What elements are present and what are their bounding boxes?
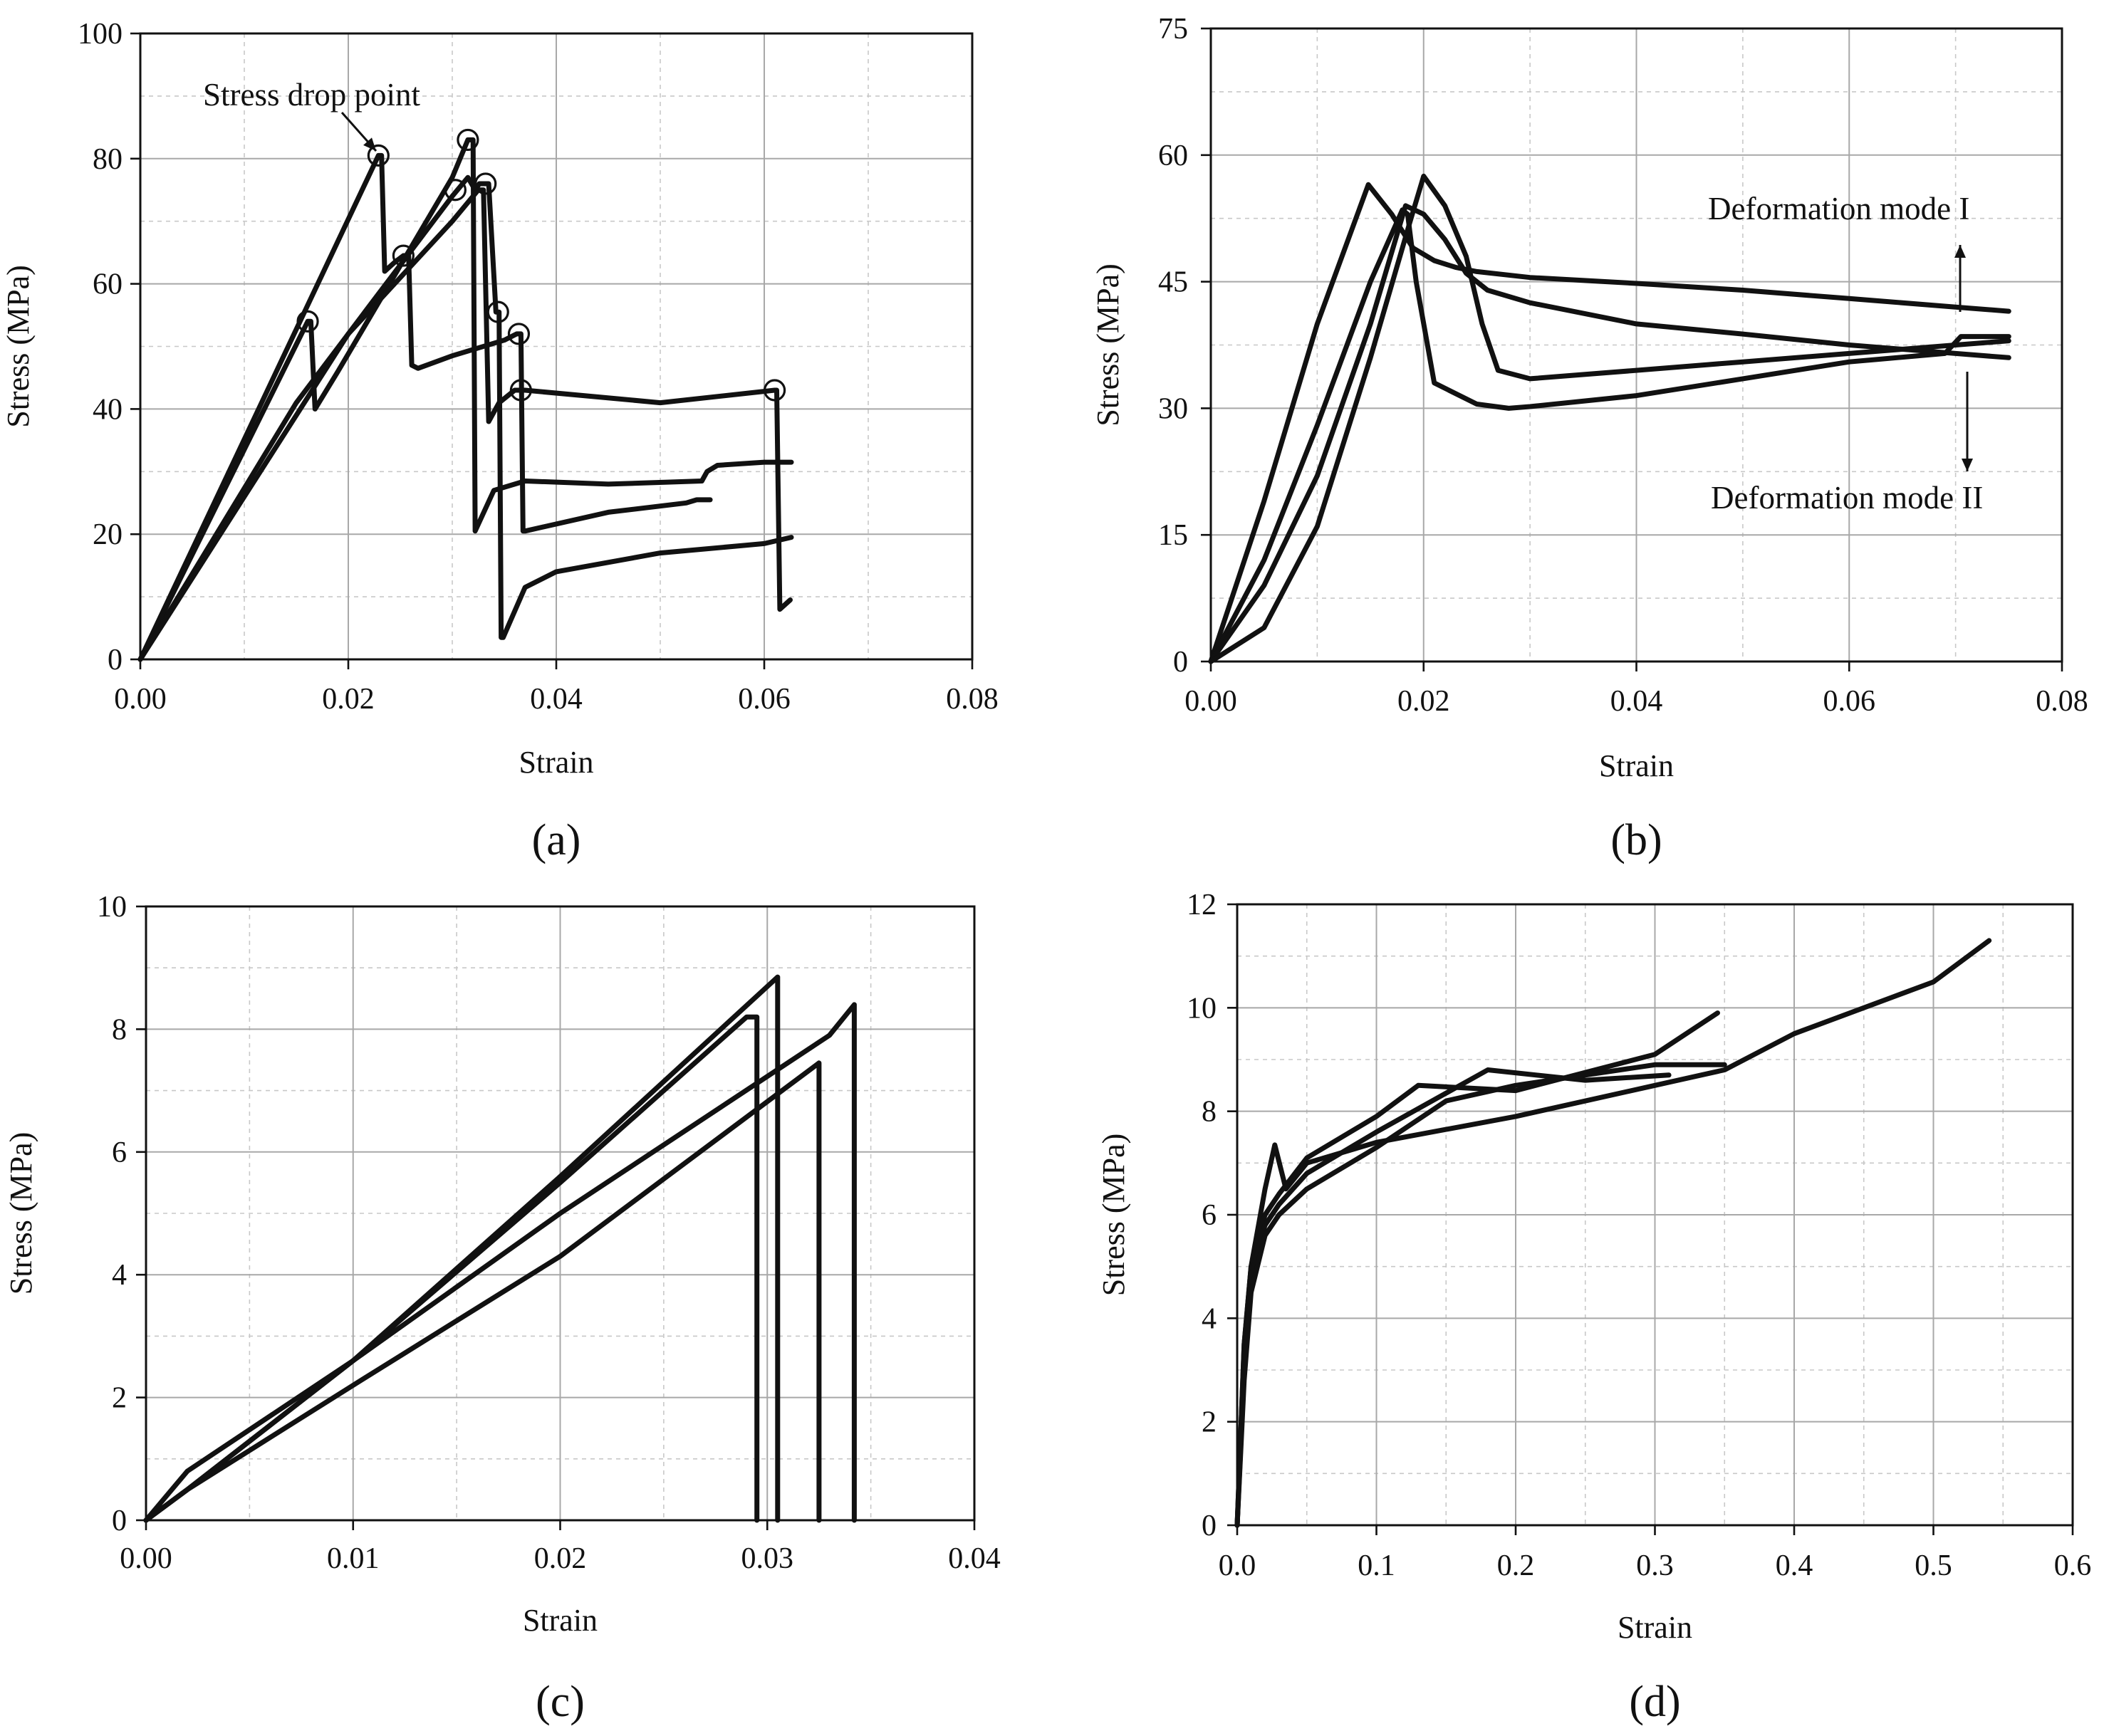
panel-c: 0.00 0.01 0.02 0.03 0.04 0 2 4 6 8 10 Strain Stress … — [4, 891, 1001, 1726]
y-tick-label: 10 — [97, 891, 127, 924]
y-tick-label: 8 — [112, 1013, 127, 1046]
stress-drop-marker — [392, 244, 415, 267]
annotation-text: Deformation mode I — [1708, 191, 1969, 226]
y-tick-label: 0 — [1173, 646, 1188, 679]
series-line-4 — [137, 187, 793, 662]
y-tick-label: 100 — [78, 18, 123, 51]
y-tick-label: 10 — [1187, 992, 1217, 1025]
x-tick-label: 0.00 — [1184, 685, 1237, 718]
x-tick-label: 0.06 — [1823, 685, 1876, 718]
y-tick-label: 75 — [1158, 13, 1188, 46]
x-tick-label: 0.00 — [120, 1542, 172, 1575]
y-tick-label: 0 — [1202, 1510, 1217, 1542]
series-line-1 — [1208, 182, 2011, 664]
series-line-4 — [1234, 1062, 1727, 1528]
series-line-3 — [1208, 203, 2011, 664]
x-tick-label: 0.03 — [741, 1542, 794, 1575]
x-axis-label: Strain — [519, 745, 593, 780]
y-tick-label: 12 — [1187, 889, 1217, 921]
y-tick-label: 2 — [1202, 1406, 1217, 1439]
y-tick-label: 80 — [93, 143, 123, 176]
x-tick-label: 0.5 — [1915, 1549, 1952, 1582]
x-tick-label: 0.06 — [738, 683, 791, 716]
x-tick-label: 0.02 — [322, 683, 375, 716]
x-tick-label: 0.02 — [1397, 685, 1450, 718]
stress-drop-marker — [296, 310, 319, 333]
arrowhead-icon — [1962, 459, 1973, 471]
x-tick-label: 0.08 — [2036, 685, 2088, 718]
panel-label: (c) — [536, 1678, 585, 1726]
series-line-3 — [143, 1002, 857, 1523]
panel-d: 0.0 0.1 0.2 0.3 0.4 0.5 0.6 0 2 4 6 8 10 12 Strain Stre… — [1096, 889, 2091, 1726]
stress-drop-marker — [507, 323, 531, 345]
stress-drop-marker — [763, 379, 786, 402]
panel-label: (a) — [532, 816, 581, 864]
arrowhead-icon — [1954, 245, 1966, 258]
x-tick-label: 0.08 — [946, 683, 999, 716]
y-tick-label: 60 — [93, 268, 123, 301]
series-line-4 — [143, 1060, 822, 1523]
series-line-1 — [1234, 938, 1992, 1528]
series-line-1 — [137, 152, 713, 662]
y-tick-label: 30 — [1158, 392, 1188, 425]
y-tick-label: 60 — [1158, 140, 1188, 172]
y-tick-label: 4 — [112, 1259, 127, 1292]
x-axis-label: Strain — [523, 1603, 598, 1638]
panel-b: 0.00 0.02 0.04 0.06 0.08 0 15 30 45 60 75 Strain Str… — [1090, 13, 2088, 864]
x-tick-label: 0.01 — [327, 1542, 380, 1575]
y-tick-label: 0 — [108, 644, 123, 676]
y-axis-label: Stress (MPa) — [1, 265, 36, 428]
series-line-4 — [1208, 173, 2011, 664]
x-tick-label: 0.04 — [1610, 685, 1663, 718]
series-line-3 — [137, 174, 794, 662]
panel-a: 0.00 0.02 0.04 0.06 0.08 0 20 40 60 80 100 Strain St… — [1, 18, 999, 864]
y-tick-label: 6 — [112, 1136, 127, 1169]
annotation-text: Deformation mode II — [1711, 480, 1983, 516]
x-axis-label: Strain — [1599, 748, 1674, 783]
x-tick-label: 0.4 — [1776, 1549, 1813, 1582]
x-tick-label: 0.02 — [534, 1542, 587, 1575]
x-tick-label: 0.2 — [1497, 1549, 1535, 1582]
x-tick-label: 0.0 — [1219, 1549, 1256, 1582]
series-line-3 — [1234, 1067, 1672, 1528]
x-tick-label: 0.04 — [530, 683, 583, 716]
stress-drop-marker — [474, 172, 497, 195]
x-tick-label: 0.1 — [1358, 1549, 1395, 1582]
y-axis-label: Stress (MPa) — [1096, 1134, 1131, 1297]
x-tick-label: 0.00 — [114, 683, 167, 716]
y-tick-label: 40 — [93, 393, 123, 426]
panel-label: (d) — [1629, 1678, 1680, 1726]
y-tick-label: 15 — [1158, 519, 1188, 552]
panel-label: (b) — [1610, 816, 1662, 864]
stress-drop-marker — [486, 300, 509, 323]
y-axis-label: Stress (MPa) — [1090, 263, 1125, 427]
x-tick-label: 0.3 — [1636, 1549, 1674, 1582]
stress-drop-marker — [457, 128, 479, 152]
stress-drop-marker — [367, 144, 390, 167]
y-tick-label: 20 — [93, 518, 123, 551]
x-tick-label: 0.04 — [948, 1542, 1001, 1575]
stress-drop-marker — [509, 379, 532, 402]
y-tick-label: 8 — [1202, 1096, 1217, 1129]
x-tick-label: 0.6 — [2054, 1549, 2092, 1582]
stress-drop-marker — [444, 179, 467, 202]
y-axis-label: Stress (MPa) — [4, 1132, 38, 1295]
series-line-2 — [1208, 207, 2011, 664]
arrowhead-icon — [363, 137, 376, 151]
y-tick-label: 2 — [112, 1382, 127, 1415]
series-line-1 — [143, 1014, 760, 1523]
x-axis-label: Strain — [1618, 1610, 1692, 1645]
series-line-2 — [143, 974, 781, 1523]
y-tick-label: 6 — [1202, 1199, 1217, 1232]
y-tick-label: 4 — [1202, 1302, 1217, 1335]
annotation-text: Stress drop point — [203, 77, 421, 113]
y-tick-label: 45 — [1158, 266, 1188, 299]
y-tick-label: 0 — [112, 1505, 127, 1537]
